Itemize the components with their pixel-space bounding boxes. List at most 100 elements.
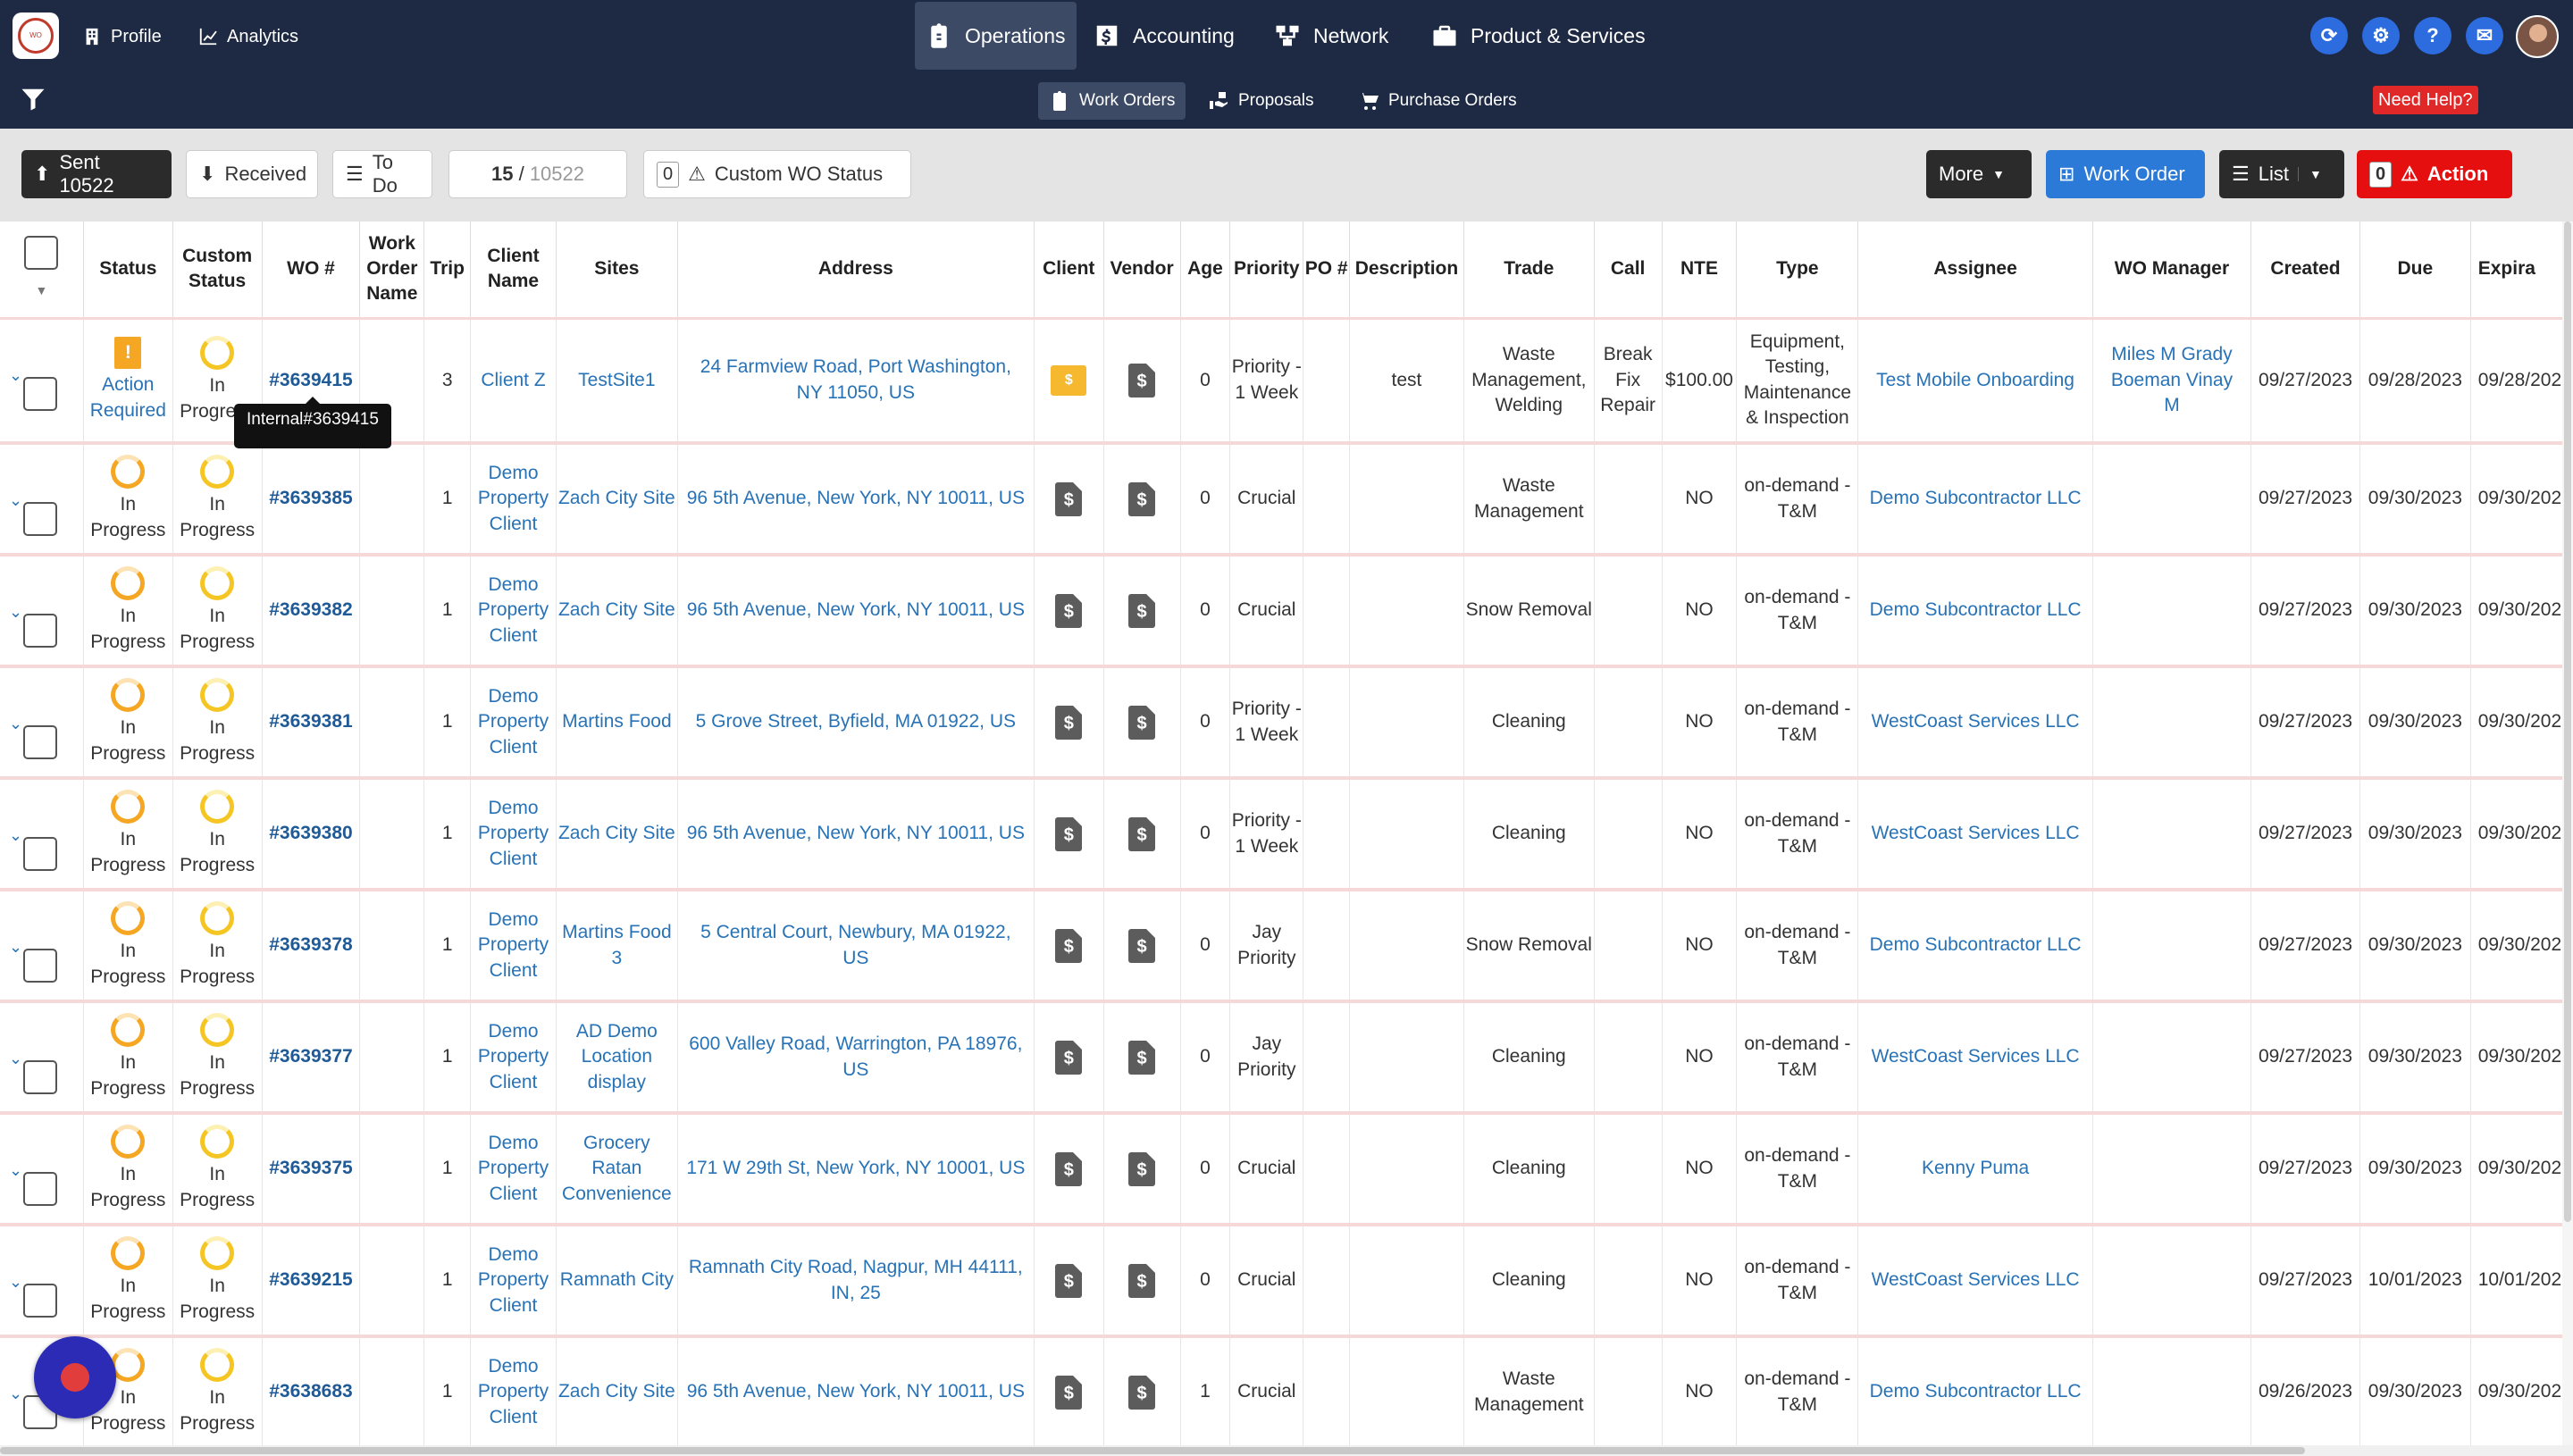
company-logo[interactable]: WO — [13, 13, 59, 59]
site-link[interactable]: TestSite1 — [556, 318, 678, 445]
client-invoice-cell[interactable]: $ — [1034, 555, 1104, 668]
select-all-header[interactable]: ▼ — [0, 222, 84, 320]
wo-number-link[interactable]: #3639382 — [262, 555, 361, 668]
table-row[interactable]: ⌄ In Progress In Progress #3639375 1 Demo Pro… — [0, 1113, 2573, 1226]
nav-accounting[interactable]: Accounting — [1083, 0, 1245, 71]
nav-product-services[interactable]: Product & Services — [1421, 0, 1656, 71]
wo-manager-link[interactable] — [2092, 666, 2252, 780]
chevron-down-icon[interactable]: ⌄ — [9, 1161, 23, 1179]
chevron-down-icon[interactable]: ⌄ — [9, 603, 23, 621]
tab-proposals[interactable]: Proposals — [1197, 82, 1325, 120]
list-view-button[interactable]: ☰ List ▼ — [2219, 150, 2344, 198]
page-count-box[interactable]: 15 / 10522 — [448, 150, 627, 198]
invoice-doc-icon[interactable]: $ — [1055, 1151, 1083, 1186]
col-header[interactable]: WO # — [262, 222, 361, 320]
col-header[interactable]: Address — [677, 222, 1035, 320]
chevron-down-icon[interactable]: ⌄ — [9, 365, 23, 384]
table-row[interactable]: ⌄ In Progress In Progress #3639380 1 Demo Pro… — [0, 778, 2573, 891]
client-name-link[interactable]: Demo Property Client — [470, 666, 557, 780]
address-link[interactable]: 24 Farmview Road, Port Washington, NY 11… — [677, 318, 1035, 445]
address-link[interactable]: 5 Central Court, Newbury, MA 01922, US — [677, 890, 1035, 1003]
received-filter-button[interactable]: ⬇ Received — [186, 150, 318, 198]
row-select-cell[interactable]: ⌄ — [0, 666, 84, 780]
site-link[interactable]: Zach City Site — [556, 778, 678, 891]
invoice-doc-icon[interactable]: $ — [1128, 1151, 1156, 1186]
wo-number-link[interactable]: #3639375 — [262, 1113, 361, 1226]
assignee-link[interactable]: WestCoast Services LLC — [1857, 666, 2093, 780]
vendor-invoice-cell[interactable]: $ — [1103, 1001, 1181, 1115]
row-checkbox[interactable] — [23, 1172, 57, 1206]
new-work-order-button[interactable]: ⊞ Work Order — [2046, 150, 2205, 198]
chevron-down-icon[interactable]: ⌄ — [9, 1385, 23, 1402]
col-header[interactable]: Expira — [2470, 222, 2573, 320]
wo-number-link[interactable]: #3639385 — [262, 443, 361, 556]
client-name-link[interactable]: Demo Property Client — [470, 890, 557, 1003]
row-select-cell[interactable]: ⌄ — [0, 1001, 84, 1115]
row-select-cell[interactable]: ⌄ — [0, 555, 84, 668]
invoice-envelope-icon[interactable]: $ — [1051, 364, 1087, 396]
wo-manager-link[interactable] — [2092, 1113, 2252, 1226]
assignee-link[interactable]: Demo Subcontractor LLC — [1857, 890, 2093, 1003]
invoice-doc-icon[interactable]: $ — [1128, 1375, 1156, 1410]
invoice-doc-icon[interactable]: $ — [1128, 1040, 1156, 1075]
vendor-invoice-cell[interactable]: $ — [1103, 318, 1181, 445]
client-name-link[interactable]: Demo Property Client — [470, 1113, 557, 1226]
col-header[interactable]: WO Manager — [2092, 222, 2252, 320]
assignee-link[interactable]: Demo Subcontractor LLC — [1857, 443, 2093, 556]
settings-icon[interactable]: ⚙ — [2362, 17, 2400, 54]
vendor-invoice-cell[interactable]: $ — [1103, 778, 1181, 891]
address-link[interactable]: 96 5th Avenue, New York, NY 10011, US — [677, 443, 1035, 556]
address-link[interactable]: 600 Valley Road, Warrington, PA 18976, U… — [677, 1001, 1035, 1115]
chevron-down-icon[interactable]: ⌄ — [9, 938, 23, 956]
select-all-checkbox[interactable] — [24, 235, 59, 270]
row-checkbox[interactable] — [23, 949, 57, 983]
vendor-invoice-cell[interactable]: $ — [1103, 1336, 1181, 1450]
site-link[interactable]: Zach City Site — [556, 555, 678, 668]
wo-number-link[interactable]: #3639377 — [262, 1001, 361, 1115]
col-header[interactable]: PO # — [1303, 222, 1351, 320]
invoice-doc-icon[interactable]: $ — [1055, 928, 1083, 963]
client-name-link[interactable]: Demo Property Client — [470, 555, 557, 668]
wo-number-link[interactable]: #3639378 — [262, 890, 361, 1003]
sent-filter-button[interactable]: ⬆ Sent 10522 — [21, 150, 172, 198]
wo-number-link[interactable]: #3638683 — [262, 1336, 361, 1450]
invoice-doc-icon[interactable]: $ — [1128, 1263, 1156, 1298]
need-help-button[interactable]: Need Help? — [2373, 86, 2478, 114]
invoice-doc-icon[interactable]: $ — [1055, 816, 1083, 851]
site-link[interactable]: Grocery Ratan Convenience — [556, 1113, 678, 1226]
col-header[interactable]: Status — [83, 222, 173, 320]
invoice-doc-icon[interactable]: $ — [1128, 593, 1156, 628]
col-header[interactable]: Created — [2250, 222, 2360, 320]
wo-number-link[interactable]: #3639381 — [262, 666, 361, 780]
assignee-link[interactable]: WestCoast Services LLC — [1857, 778, 2093, 891]
site-link[interactable]: Zach City Site — [556, 1336, 678, 1450]
tab-work-orders[interactable]: Work Orders — [1038, 82, 1186, 120]
user-avatar[interactable] — [2516, 15, 2559, 58]
row-checkbox[interactable] — [23, 1284, 57, 1318]
vendor-invoice-cell[interactable]: $ — [1103, 890, 1181, 1003]
invoice-doc-icon[interactable]: $ — [1128, 705, 1156, 740]
client-invoice-cell[interactable]: $ — [1034, 890, 1104, 1003]
invoice-doc-icon[interactable]: $ — [1055, 1375, 1083, 1410]
client-invoice-cell[interactable]: $ — [1034, 1113, 1104, 1226]
nav-network[interactable]: Network — [1263, 0, 1399, 71]
invoice-doc-icon[interactable]: $ — [1055, 1040, 1083, 1075]
col-header[interactable]: Type — [1736, 222, 1859, 320]
site-link[interactable]: Martins Food — [556, 666, 678, 780]
col-header[interactable]: Custom Status — [172, 222, 263, 320]
col-header[interactable]: Client — [1034, 222, 1104, 320]
vendor-invoice-cell[interactable]: $ — [1103, 555, 1181, 668]
col-header[interactable]: Assignee — [1857, 222, 2093, 320]
filter-icon[interactable] — [20, 86, 46, 113]
col-header[interactable]: Vendor — [1103, 222, 1181, 320]
vendor-invoice-cell[interactable]: $ — [1103, 666, 1181, 780]
chevron-down-icon[interactable]: ⌄ — [9, 715, 23, 732]
client-invoice-cell[interactable]: $ — [1034, 318, 1104, 445]
client-name-link[interactable]: Demo Property Client — [470, 1225, 557, 1338]
vertical-scrollbar[interactable] — [2562, 222, 2573, 1445]
site-link[interactable]: AD Demo Location display — [556, 1001, 678, 1115]
client-invoice-cell[interactable]: $ — [1034, 443, 1104, 556]
address-link[interactable]: 96 5th Avenue, New York, NY 10011, US — [677, 778, 1035, 891]
refresh-icon[interactable]: ⟳ — [2310, 17, 2348, 54]
wo-manager-link[interactable] — [2092, 890, 2252, 1003]
